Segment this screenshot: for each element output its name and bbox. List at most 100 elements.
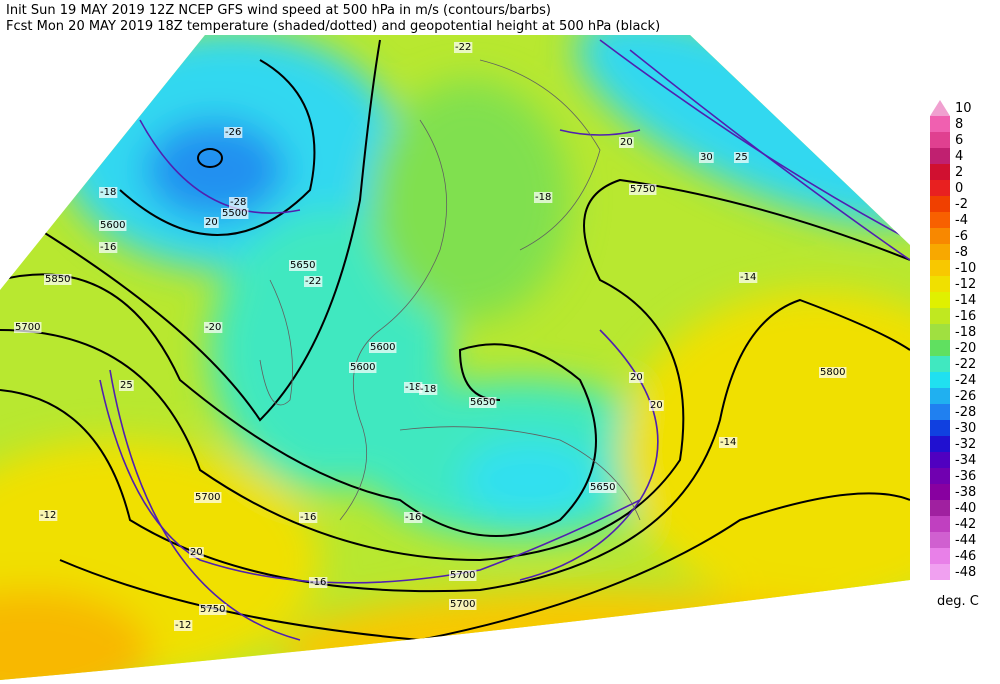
label-bg (534, 192, 553, 203)
legend-label: -20 (955, 341, 976, 356)
legend-label: -10 (955, 261, 976, 276)
contour-label: 30 (700, 152, 713, 163)
legend-swatch (930, 452, 950, 468)
legend-label: -42 (955, 517, 976, 532)
legend-swatch (930, 388, 950, 404)
label-bg (449, 599, 477, 610)
label-bg (119, 380, 134, 391)
contour-label: 5650 (470, 397, 495, 408)
legend-label: -22 (955, 357, 976, 372)
label-bg (419, 384, 438, 395)
legend-label: 10 (955, 101, 972, 116)
contour-label: -22 (455, 42, 471, 53)
legend-label: -4 (955, 213, 968, 228)
header-line: Fcst Mon 20 MAY 2019 18Z temperature (sh… (6, 19, 660, 34)
contour-label: -22 (305, 276, 321, 287)
contour-label: -28 (230, 197, 246, 208)
contour-label: -14 (720, 437, 736, 448)
contour-label: 25 (735, 152, 748, 163)
legend-label: -30 (955, 421, 976, 436)
label-bg (739, 272, 758, 283)
label-bg (819, 367, 847, 378)
label-bg (204, 217, 219, 228)
label-bg (734, 152, 749, 163)
legend-label: 4 (955, 149, 963, 164)
legend-swatch (930, 436, 950, 452)
label-bg (99, 242, 118, 253)
legend-swatch (930, 500, 950, 516)
label-bg (469, 397, 497, 408)
label-bg (39, 510, 58, 521)
contour-label: 20 (650, 400, 663, 411)
label-bg (174, 620, 193, 631)
legend-label: -38 (955, 485, 976, 500)
contour-label: 5650 (590, 482, 615, 493)
header-line: Init Sun 19 MAY 2019 12Z NCEP GFS wind s… (6, 3, 551, 18)
contour-label: -20 (205, 322, 221, 333)
contour-label: 5600 (100, 220, 125, 231)
legend-swatch (930, 372, 950, 388)
contour-label: -18 (405, 382, 421, 393)
contour-label: 20 (630, 372, 643, 383)
legend-swatch (930, 356, 950, 372)
legend-swatch (930, 100, 950, 116)
label-bg (304, 276, 323, 287)
label-bg (189, 547, 204, 558)
contour-label: 5700 (15, 322, 40, 333)
legend-swatch (930, 548, 950, 564)
legend-swatch (930, 532, 950, 548)
legend-swatch (930, 308, 950, 324)
label-bg (649, 400, 664, 411)
label-bg (99, 187, 118, 198)
legend-unit: deg. C (937, 594, 979, 609)
legend-swatch (930, 340, 950, 356)
contour-label: 5500 (222, 208, 247, 219)
legend-label: -48 (955, 565, 976, 580)
legend-swatch (930, 164, 950, 180)
contour-label: 5700 (450, 570, 475, 581)
legend-label: 0 (955, 181, 963, 196)
contour-label: 5600 (370, 342, 395, 353)
legend-label: -34 (955, 453, 976, 468)
label-bg (204, 322, 223, 333)
legend-swatch (930, 196, 950, 212)
label-bg (349, 362, 377, 373)
label-bg (199, 604, 227, 615)
label-bg (449, 570, 477, 581)
legend-swatch (930, 404, 950, 420)
legend-swatch (930, 564, 950, 580)
contour-label: 5700 (195, 492, 220, 503)
legend-swatch (930, 420, 950, 436)
label-bg (44, 274, 72, 285)
legend-label: -14 (955, 293, 976, 308)
label-bg (719, 437, 738, 448)
legend-swatch (930, 244, 950, 260)
legend-swatch (930, 228, 950, 244)
label-bg (629, 184, 657, 195)
contour-label: 5750 (200, 604, 225, 615)
label-bg (299, 512, 318, 523)
contour-label: 20 (620, 137, 633, 148)
legend-swatch (930, 260, 950, 276)
legend-label: -8 (955, 245, 968, 260)
label-bg (619, 137, 634, 148)
legend-label: -24 (955, 373, 976, 388)
legend-swatch (930, 132, 950, 148)
contour-label: 20 (190, 547, 203, 558)
label-bg (404, 382, 423, 393)
legend-label: -40 (955, 501, 976, 516)
legend-label: -2 (955, 197, 968, 212)
legend-label: -12 (955, 277, 976, 292)
legend-label: -16 (955, 309, 976, 324)
label-bg (224, 127, 243, 138)
contour-label: -18 (420, 384, 436, 395)
contour-label: 5700 (450, 599, 475, 610)
contour-label: -18 (535, 192, 551, 203)
legend-label: -18 (955, 325, 976, 340)
contour-label: -12 (40, 510, 56, 521)
legend-label: -28 (955, 405, 976, 420)
legend-swatch (930, 468, 950, 484)
contour-label: -16 (100, 242, 116, 253)
legend-swatch (930, 276, 950, 292)
